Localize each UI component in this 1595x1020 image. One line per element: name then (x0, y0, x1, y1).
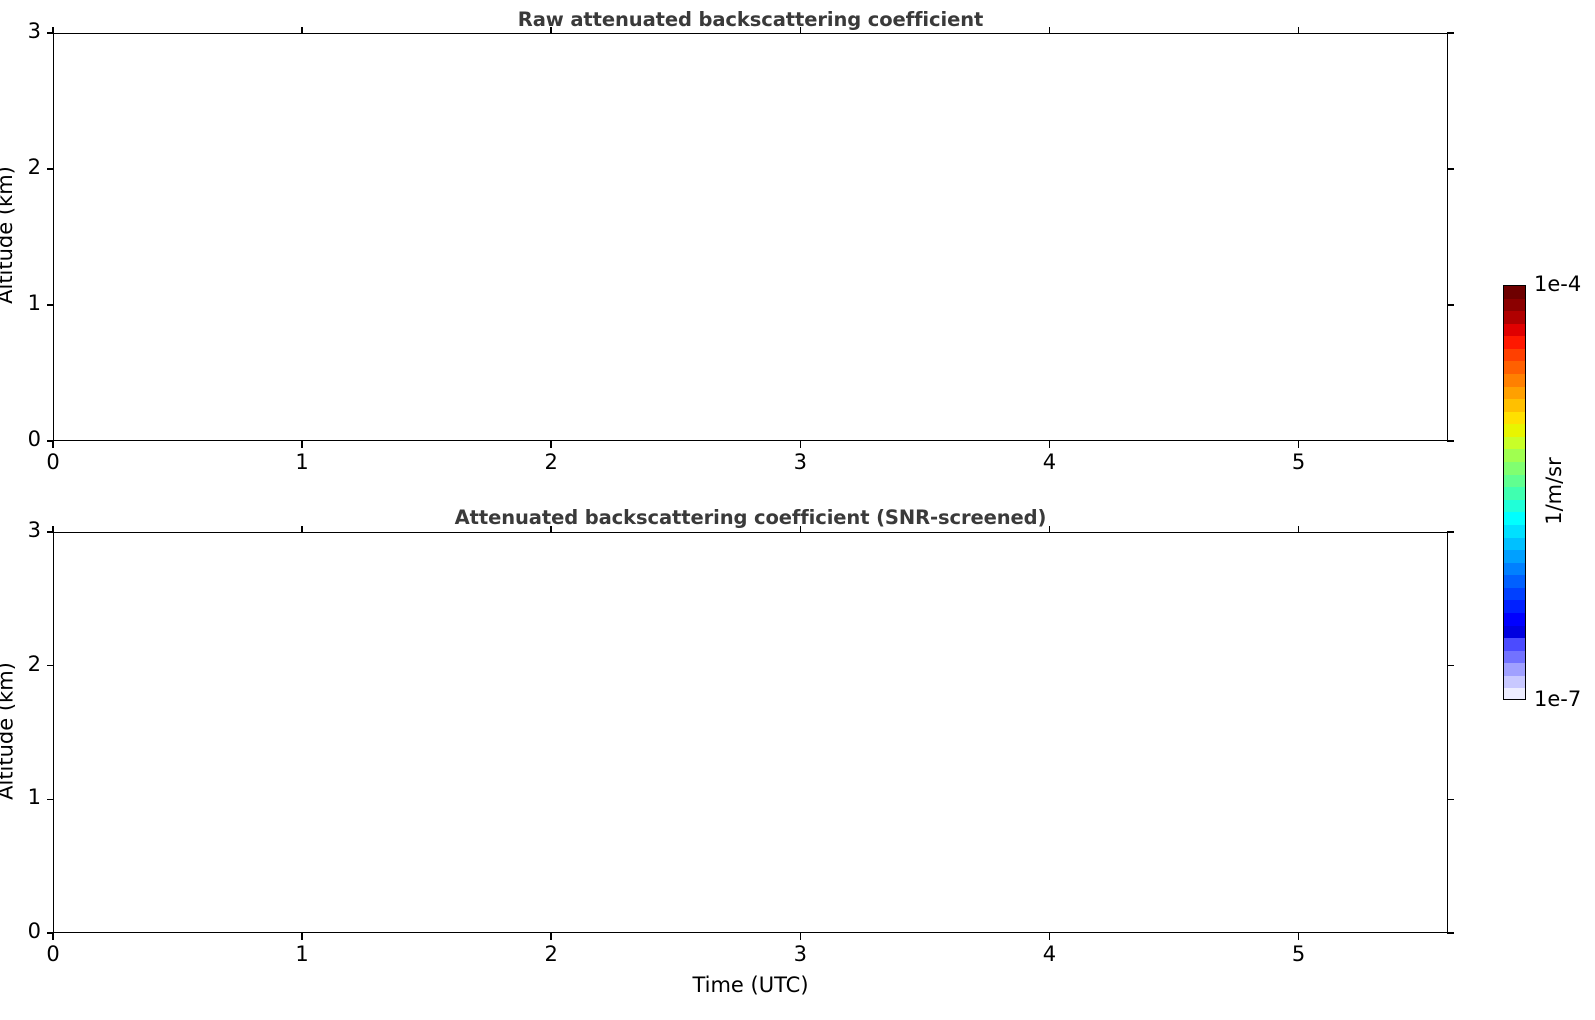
x-tick (799, 933, 802, 940)
y-tick-label: 1 (27, 785, 41, 810)
x-tick-label: 5 (1291, 942, 1306, 966)
y-tick-label: 0 (27, 427, 41, 451)
x-tick-label: 2 (544, 450, 558, 474)
x-tick-label: 2 (544, 942, 558, 966)
panel-title-raw: Raw attenuated backscattering coefficien… (517, 8, 984, 31)
y-tick-right (1447, 531, 1454, 533)
x-tick (1297, 933, 1300, 940)
x-tick (1048, 933, 1051, 940)
x-tick-top (52, 27, 54, 34)
y-tick (47, 440, 54, 442)
y-tick-right (1447, 798, 1454, 801)
x-tick-label: 3 (793, 450, 807, 474)
y-tick-right (1447, 168, 1454, 170)
x-tick (1048, 441, 1051, 448)
axes-frame-snr-screened (53, 532, 1448, 933)
y-tick (47, 32, 54, 34)
colorbar-frame (1503, 285, 1526, 700)
x-tick-label: 1 (295, 450, 309, 474)
y-tick (47, 304, 54, 306)
y-tick-label: 1 (27, 291, 41, 315)
x-tick-top (1048, 27, 1051, 34)
y-tick-right (1447, 932, 1454, 934)
y-tick (47, 932, 54, 934)
y-axis-label-snr-screened: Altitude (km) (0, 661, 17, 800)
axes-frame-raw (53, 33, 1448, 441)
x-tick-top (1297, 27, 1300, 34)
x-tick-label: 0 (46, 450, 60, 474)
panel-title-snr-screened: Attenuated backscattering coefficient (S… (454, 506, 1047, 529)
x-tick (550, 441, 552, 448)
x-tick-top (799, 27, 802, 34)
x-tick-top (1297, 526, 1300, 533)
x-tick (301, 441, 303, 448)
y-tick-right (1447, 440, 1454, 442)
x-tick (1297, 441, 1300, 448)
y-tick-label: 2 (27, 651, 41, 676)
y-tick-label: 3 (27, 518, 41, 542)
y-tick (47, 168, 54, 170)
x-tick (799, 441, 802, 448)
x-tick-top (1048, 526, 1051, 533)
colorbar-gradient (1503, 285, 1526, 700)
x-tick-label: 3 (793, 942, 807, 966)
x-tick-top (52, 526, 54, 533)
x-tick-top (550, 526, 552, 533)
y-tick (47, 531, 54, 533)
colorbar-label: 1/m/sr (1542, 456, 1566, 525)
x-tick (301, 933, 303, 940)
y-tick (47, 664, 54, 667)
x-tick-top (301, 27, 303, 34)
x-tick-label: 4 (1042, 450, 1057, 474)
y-tick (47, 798, 54, 801)
colorbar-tick-max: 1e-4 (1534, 272, 1582, 296)
x-tick-label: 0 (46, 942, 60, 966)
colorbar-tick-min: 1e-7 (1534, 687, 1582, 711)
y-tick-right (1447, 664, 1454, 667)
y-tick-right (1447, 32, 1454, 34)
y-axis-label-raw: Altitude (km) (0, 166, 17, 304)
x-tick-label: 5 (1291, 450, 1306, 474)
x-tick (52, 441, 54, 448)
y-tick-right (1447, 304, 1454, 306)
y-tick-label: 0 (27, 919, 41, 943)
y-tick-label: 2 (27, 155, 41, 179)
x-tick-label: 1 (295, 942, 309, 966)
x-tick-top (799, 526, 802, 533)
y-tick-label: 3 (27, 19, 41, 43)
x-tick-top (301, 526, 303, 533)
x-tick-top (550, 27, 552, 34)
x-tick (52, 933, 54, 940)
x-axis-label: Time (UTC) (692, 973, 809, 997)
x-tick (550, 933, 552, 940)
x-tick-label: 4 (1042, 942, 1057, 966)
